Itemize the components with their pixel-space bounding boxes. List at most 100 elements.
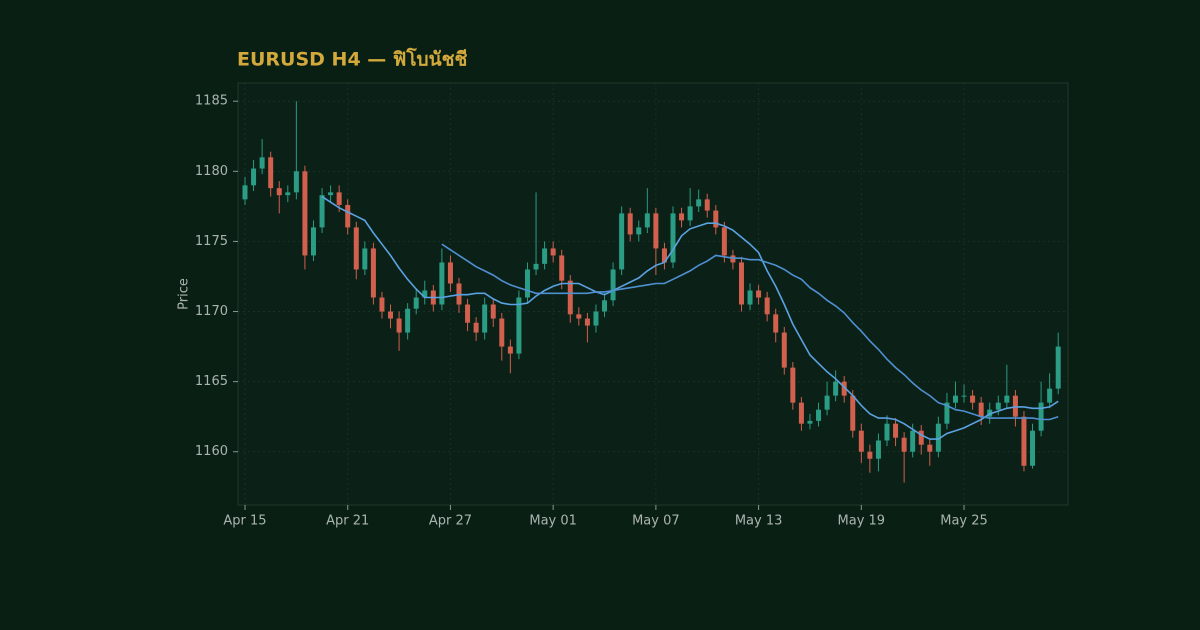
y-axis-label: Price xyxy=(177,278,192,310)
moving-average-line xyxy=(441,243,1059,421)
candle-body xyxy=(533,263,539,270)
candle-body xyxy=(1047,388,1053,403)
candle-body xyxy=(268,157,274,189)
candle-body xyxy=(627,213,633,235)
candle-body xyxy=(764,297,770,315)
candle-body xyxy=(661,248,667,263)
candle-body xyxy=(610,269,616,301)
candle-body xyxy=(310,227,316,256)
candle-body xyxy=(824,395,830,410)
candle-body xyxy=(345,204,351,228)
y-tick-label: 1170 xyxy=(195,304,228,319)
candle-body xyxy=(619,213,625,270)
candle-body xyxy=(396,318,402,333)
candle-body xyxy=(490,304,496,319)
candle-body xyxy=(970,395,976,403)
candle-body xyxy=(379,297,385,312)
candle-body xyxy=(388,311,394,319)
candle-body xyxy=(576,314,582,319)
y-tick-label: 1180 xyxy=(195,164,228,179)
candle-body xyxy=(439,262,445,305)
candle-body xyxy=(584,318,590,326)
candle-body xyxy=(807,420,813,424)
candle-body xyxy=(1038,402,1044,431)
candle-body xyxy=(918,430,924,445)
x-tick-label: Apr 15 xyxy=(223,514,266,529)
candle-body xyxy=(944,402,950,424)
candle-body xyxy=(875,440,881,459)
y-tick-label: 1165 xyxy=(195,374,228,389)
candle-body xyxy=(901,437,907,452)
chart-title: EURUSD H4 — ฟิโบนัชชี xyxy=(237,48,467,71)
candle-body xyxy=(259,157,265,169)
candle-body xyxy=(747,290,753,305)
candle-body xyxy=(721,227,727,256)
x-tick-label: Apr 27 xyxy=(429,514,472,529)
candle-body xyxy=(644,213,650,228)
candle-body xyxy=(927,444,933,452)
candle-body xyxy=(516,297,522,354)
x-tick-label: May 13 xyxy=(735,514,783,529)
candle-body xyxy=(413,297,419,309)
candle-body xyxy=(773,314,779,333)
y-tick-label: 1185 xyxy=(195,94,228,109)
x-tick-label: May 25 xyxy=(940,514,988,529)
candle-body xyxy=(602,300,608,312)
candle-body xyxy=(405,308,411,333)
candle-body xyxy=(952,395,958,403)
candle-body xyxy=(961,395,967,397)
candle-body xyxy=(285,192,291,196)
y-tick-label: 1160 xyxy=(195,444,228,459)
candle-body xyxy=(507,346,513,354)
candle-body xyxy=(542,248,548,264)
candle-body xyxy=(422,290,428,298)
candle-body xyxy=(524,269,530,298)
candle-body xyxy=(1004,395,1010,403)
candle-body xyxy=(465,304,471,323)
candle-body xyxy=(473,322,479,333)
candle-body xyxy=(781,332,787,368)
candle-body xyxy=(816,409,822,421)
candle-body xyxy=(910,430,916,452)
x-tick-label: May 19 xyxy=(838,514,886,529)
candle-body xyxy=(353,227,359,270)
candle-body xyxy=(713,210,719,228)
candle-body xyxy=(482,304,488,333)
candle-body xyxy=(370,248,376,298)
candle-body xyxy=(833,381,839,396)
candle-body xyxy=(696,199,702,207)
candle-body xyxy=(858,430,864,452)
candle-body xyxy=(679,213,685,221)
candle-body xyxy=(293,171,299,193)
candle-body xyxy=(567,280,573,315)
candle-body xyxy=(978,402,984,417)
candle-body xyxy=(1030,430,1036,466)
candle-body xyxy=(704,199,710,211)
candle-body xyxy=(841,381,847,396)
candle-body xyxy=(636,227,642,235)
x-tick-label: May 01 xyxy=(529,514,577,529)
x-tick-label: May 07 xyxy=(632,514,680,529)
moving-average-line xyxy=(321,195,1059,440)
candle-body xyxy=(336,192,342,205)
candle-body xyxy=(328,192,334,196)
candle-body xyxy=(242,185,248,200)
candle-body xyxy=(790,367,796,403)
candle-body xyxy=(447,262,453,284)
candle-body xyxy=(499,318,505,347)
candle-body xyxy=(559,255,565,281)
y-tick-label: 1175 xyxy=(195,234,228,249)
candle-body xyxy=(798,402,804,424)
candle-body xyxy=(362,248,368,270)
candle-body xyxy=(756,290,762,298)
candle-body xyxy=(1021,416,1027,466)
candle-body xyxy=(302,171,308,256)
candle-body xyxy=(738,262,744,305)
candle-body xyxy=(593,311,599,326)
plot-area xyxy=(237,82,1069,506)
candle-body xyxy=(687,206,693,221)
candle-body xyxy=(653,213,659,249)
candle-body xyxy=(276,188,282,196)
candle-body xyxy=(935,423,941,452)
